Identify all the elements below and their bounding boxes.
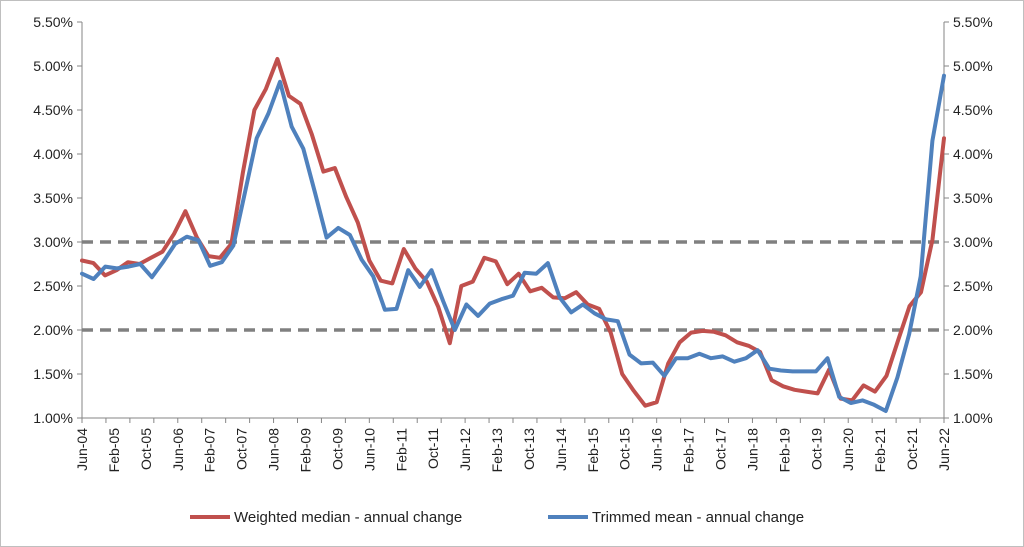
trimmed-mean-line bbox=[80, 73, 946, 413]
y-tick-label-left: 2.50% bbox=[33, 278, 73, 294]
y-tick-label-right: 1.50% bbox=[953, 366, 993, 382]
y-tick-label-right: 4.00% bbox=[953, 146, 993, 162]
x-tick-label: Feb-05 bbox=[106, 428, 122, 473]
x-tick-label: Jun-14 bbox=[553, 428, 569, 471]
x-tick-label: Oct-17 bbox=[713, 428, 729, 470]
x-tick-label: Jun-16 bbox=[649, 428, 665, 471]
x-tick-label: Feb-15 bbox=[585, 428, 601, 473]
y-tick-label-right: 4.50% bbox=[953, 102, 993, 118]
y-tick-label-left: 4.00% bbox=[33, 146, 73, 162]
y-tick-label-left: 1.00% bbox=[33, 410, 73, 426]
x-tick-label: Feb-21 bbox=[872, 428, 888, 473]
x-tick-label: Oct-07 bbox=[234, 428, 250, 470]
x-tick-label: Jun-12 bbox=[457, 428, 473, 471]
x-tick-label: Oct-21 bbox=[904, 428, 920, 470]
x-tick-label: Oct-05 bbox=[138, 428, 154, 470]
y-tick-label-left: 3.00% bbox=[33, 234, 73, 250]
x-tick-label: Oct-09 bbox=[329, 428, 345, 470]
y-tick-label-right: 5.50% bbox=[953, 14, 993, 30]
x-tick-label: Oct-11 bbox=[425, 428, 441, 469]
x-tick-label: Feb-19 bbox=[776, 428, 792, 473]
legend-label: Weighted median - annual change bbox=[234, 509, 462, 526]
y-tick-label-right: 5.00% bbox=[953, 58, 993, 74]
weighted-median-line bbox=[80, 57, 946, 408]
y-tick-label-left: 4.50% bbox=[33, 102, 73, 118]
y-tick-label-left: 2.00% bbox=[33, 322, 73, 338]
legend-label: Trimmed mean - annual change bbox=[592, 509, 804, 526]
x-tick-label: Jun-22 bbox=[936, 428, 952, 471]
y-tick-label-left: 3.50% bbox=[33, 190, 73, 206]
x-tick-label: Jun-06 bbox=[170, 428, 186, 471]
x-tick-label: Feb-13 bbox=[489, 428, 505, 473]
y-tick-label-right: 2.50% bbox=[953, 278, 993, 294]
x-tick-label: Jun-18 bbox=[744, 428, 760, 471]
y-tick-label-left: 1.50% bbox=[33, 366, 73, 382]
y-tick-label-left: 5.00% bbox=[33, 58, 73, 74]
x-tick-label: Jun-10 bbox=[361, 428, 377, 471]
x-tick-label: Feb-07 bbox=[202, 428, 218, 473]
x-tick-label: Oct-15 bbox=[617, 428, 633, 470]
y-tick-label-left: 5.50% bbox=[33, 14, 73, 30]
x-tick-label: Feb-09 bbox=[297, 428, 313, 473]
x-tick-label: Feb-11 bbox=[393, 428, 409, 472]
y-tick-label-right: 2.00% bbox=[953, 322, 993, 338]
y-tick-label-right: 3.50% bbox=[953, 190, 993, 206]
x-tick-label: Oct-19 bbox=[808, 428, 824, 470]
x-tick-label: Feb-17 bbox=[681, 428, 697, 473]
x-tick-label: Oct-13 bbox=[521, 428, 537, 470]
x-tick-label: Jun-08 bbox=[266, 428, 282, 471]
y-tick-label-right: 1.00% bbox=[953, 410, 993, 426]
x-tick-label: Jun-20 bbox=[840, 428, 856, 471]
x-tick-label: Jun-04 bbox=[74, 428, 90, 471]
y-tick-label-right: 3.00% bbox=[953, 234, 993, 250]
